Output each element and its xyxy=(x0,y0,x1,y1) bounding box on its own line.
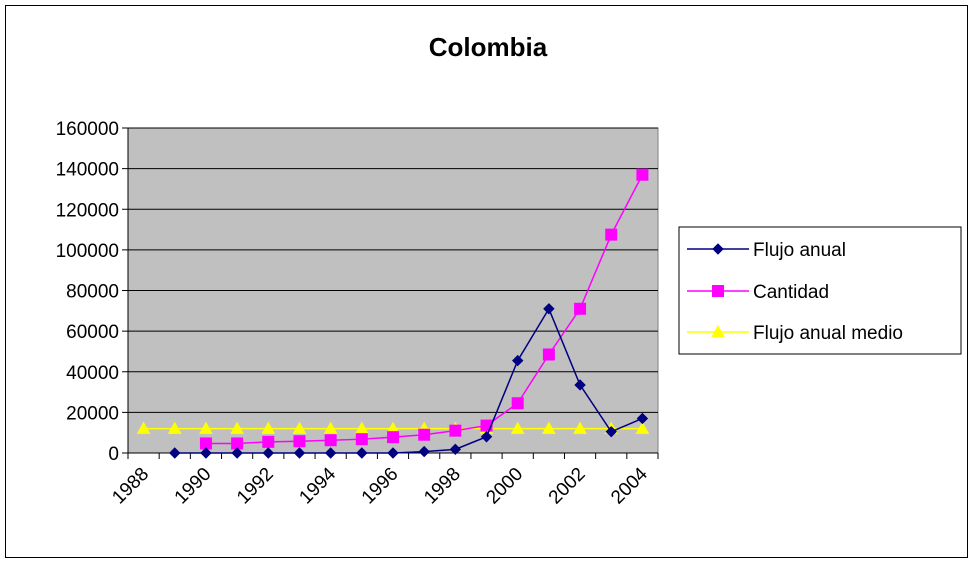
data-point xyxy=(230,421,244,434)
data-point xyxy=(231,447,243,459)
data-point xyxy=(542,421,556,434)
y-tick-label: 20000 xyxy=(66,403,119,424)
data-point xyxy=(136,421,151,434)
legend-entry: Flujo anual xyxy=(687,240,846,261)
legend-label: Flujo anual medio xyxy=(753,323,903,344)
legend-marker xyxy=(712,285,724,297)
data-point xyxy=(355,433,368,446)
data-point xyxy=(324,434,337,447)
data-point xyxy=(167,421,182,434)
data-point xyxy=(323,421,338,434)
data-point xyxy=(510,421,525,434)
y-tick-label: 80000 xyxy=(66,282,119,303)
x-tick-label: 2004 xyxy=(607,463,652,508)
data-point xyxy=(511,397,524,410)
legend-entries: Flujo anual Cantidad Flujo anual medio xyxy=(687,240,903,344)
data-point xyxy=(200,447,212,459)
data-point xyxy=(418,428,431,441)
y-tick-label: 100000 xyxy=(56,241,119,262)
legend-marker xyxy=(712,243,724,255)
data-point xyxy=(261,421,276,434)
data-point xyxy=(387,447,399,459)
y-tick-label: 60000 xyxy=(66,322,119,343)
legend-entry: Flujo anual medio xyxy=(687,323,903,344)
y-tick-label: 40000 xyxy=(66,363,119,384)
y-tick-label: 160000 xyxy=(56,119,119,140)
data-point xyxy=(542,348,555,361)
series-1 xyxy=(199,168,649,450)
data-point xyxy=(356,447,368,459)
data-point xyxy=(574,379,586,391)
data-point xyxy=(449,424,462,437)
data-point xyxy=(262,435,275,448)
data-point xyxy=(387,431,399,444)
data-point xyxy=(293,447,306,459)
data-point xyxy=(636,168,649,181)
x-tick-label: 1988 xyxy=(108,464,153,509)
data-point xyxy=(449,443,462,456)
data-point xyxy=(418,445,430,458)
legend-label: Flujo anual xyxy=(753,240,846,261)
data-point xyxy=(636,412,649,425)
legend-label: Cantidad xyxy=(753,282,829,303)
series-layer xyxy=(136,168,650,459)
data-point xyxy=(480,431,493,443)
data-point xyxy=(293,435,306,448)
x-tick-label: 1994 xyxy=(295,463,340,508)
data-point xyxy=(574,302,587,315)
x-tick-label: 1998 xyxy=(420,464,465,509)
y-tick-label: 140000 xyxy=(56,160,119,181)
y-tick-label: 0 xyxy=(108,444,119,465)
data-point xyxy=(199,421,213,434)
chart-title: Colombia xyxy=(429,32,548,62)
x-tick-label: 1990 xyxy=(171,464,216,509)
data-point xyxy=(324,447,337,459)
x-tick-label: 2000 xyxy=(482,464,527,509)
data-point xyxy=(262,447,275,459)
series-line xyxy=(174,307,643,454)
legend-marker xyxy=(711,324,725,338)
data-point xyxy=(169,447,181,459)
x-tick-label: 1996 xyxy=(358,464,403,509)
data-point xyxy=(543,303,555,315)
series-0 xyxy=(169,303,649,459)
legend-entry: Cantidad xyxy=(687,282,829,303)
data-point xyxy=(605,228,618,241)
data-point xyxy=(292,421,307,434)
data-point xyxy=(605,425,617,438)
gridlines xyxy=(128,127,658,413)
x-tick-label: 1992 xyxy=(233,464,278,509)
x-tick-label: 2002 xyxy=(545,464,590,509)
data-point xyxy=(635,421,650,434)
y-tick-label: 120000 xyxy=(56,200,119,221)
data-point xyxy=(573,421,587,434)
data-point xyxy=(511,354,524,367)
